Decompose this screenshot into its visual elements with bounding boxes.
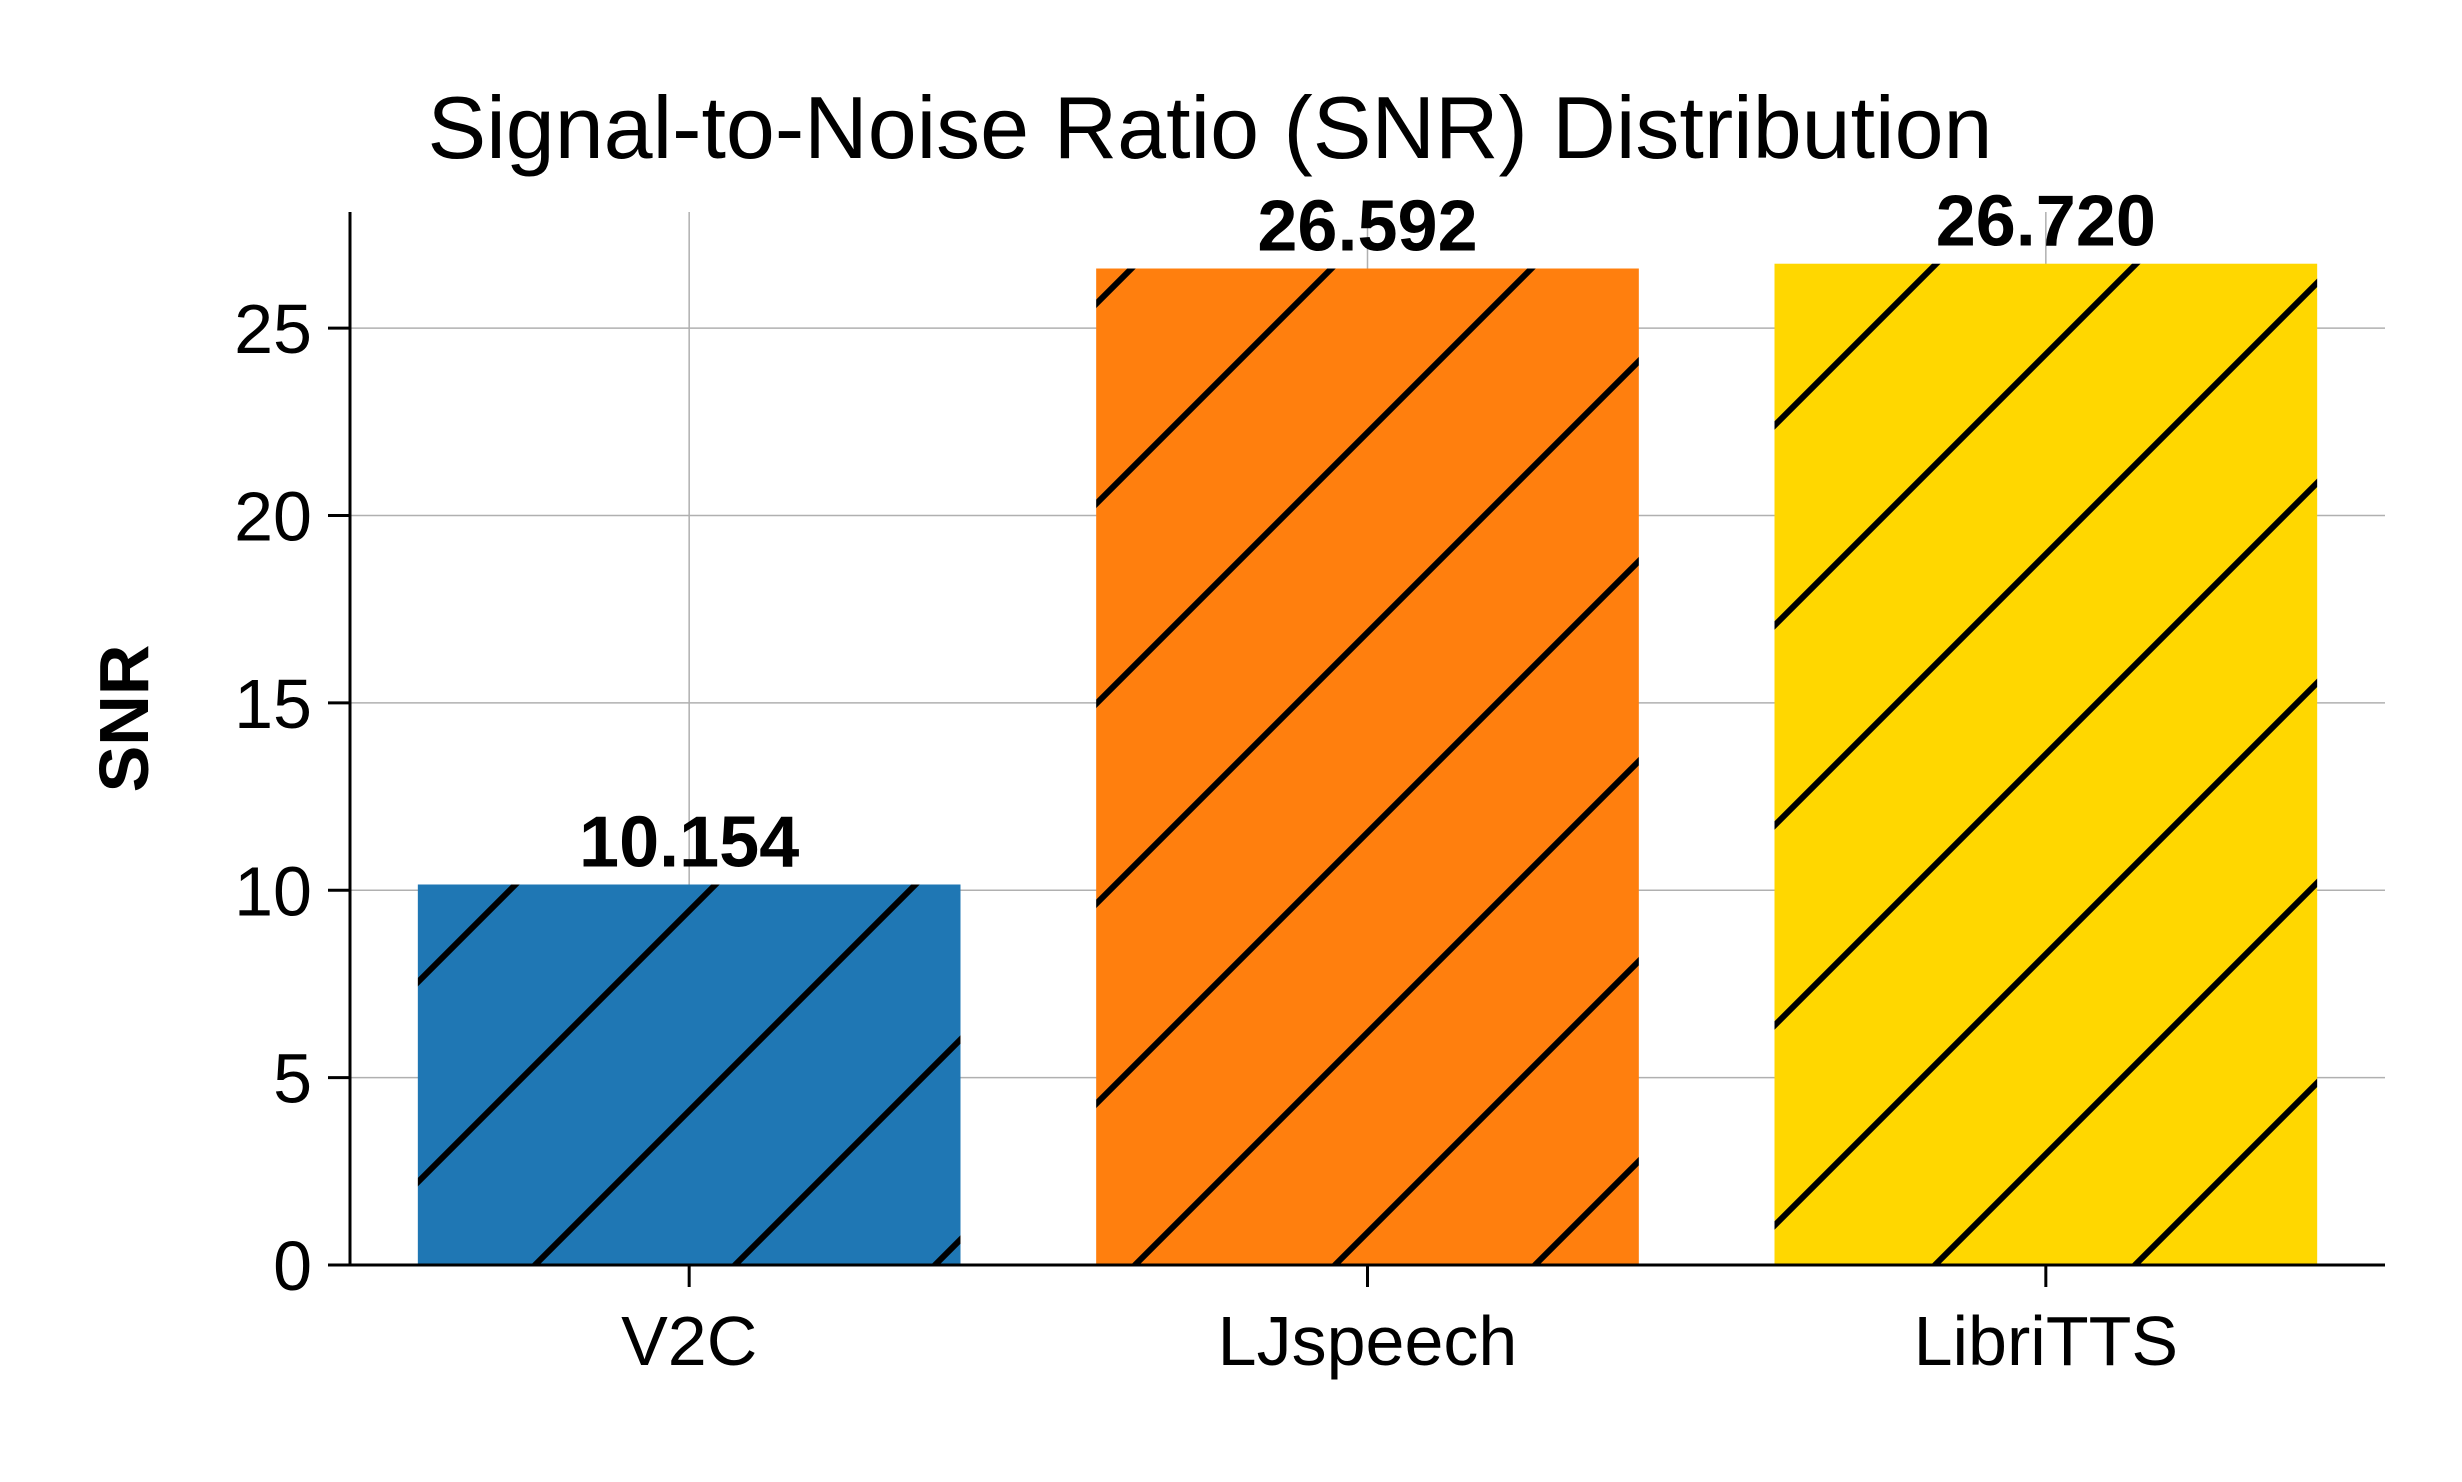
x-tick-label: LJspeech (1218, 1302, 1518, 1380)
bar-ljspeech (1096, 268, 1639, 1265)
labels: 10.154 26.592 26.720 0 5 10 15 20 25 V2C LJspeech L… (234, 182, 2178, 1380)
y-tick-label: 5 (273, 1040, 312, 1118)
y-tick-label: 10 (234, 852, 312, 930)
bar-v2c (417, 884, 961, 1265)
y-tick-label: 0 (273, 1227, 312, 1305)
bar-libritts (1774, 263, 2318, 1266)
bar-value-label: 26.592 (1257, 187, 1477, 267)
y-tick-label: 15 (234, 665, 312, 743)
bar-value-label: 10.154 (579, 802, 799, 882)
y-axis-label: SNR (85, 645, 163, 793)
bar-value-label: 26.720 (1936, 182, 2156, 262)
y-tick-label: 20 (234, 478, 312, 556)
x-tick-label: V2C (621, 1302, 757, 1380)
x-tick-label: LibriTTS (1914, 1302, 2178, 1380)
y-tick-label: 25 (234, 290, 312, 368)
axes (328, 212, 2385, 1287)
bars (417, 263, 2318, 1266)
chart-title: Signal-to-Noise Ratio (SNR) Distribution (428, 78, 1993, 177)
